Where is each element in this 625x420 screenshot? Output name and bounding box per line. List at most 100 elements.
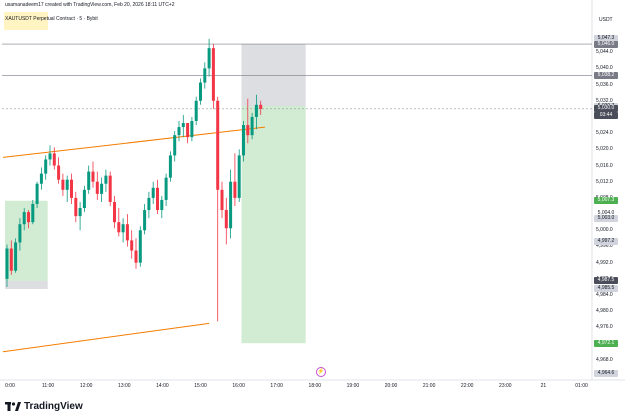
candle-body (18, 224, 22, 243)
candle-body (44, 159, 48, 174)
symbol-legend-box (4, 12, 48, 30)
candle-body (147, 197, 151, 211)
candle-body (237, 155, 241, 198)
time-tick-label: 17:00 (270, 383, 283, 389)
price-tag: 4,987.5 (594, 277, 618, 285)
time-tick-label: 21 (540, 383, 547, 389)
candle-body (138, 230, 142, 263)
candle-body (211, 48, 215, 101)
time-tick-label: 20:00 (384, 383, 398, 389)
candle-body (229, 181, 233, 229)
candle-body (173, 135, 177, 156)
price-tick-label: 5,000.0 (596, 227, 613, 234)
candle-body (199, 82, 202, 101)
candle-body (156, 187, 159, 211)
price-tag: 4,964.6 (594, 370, 618, 378)
candle-body (82, 189, 86, 209)
price-tag: 5,003.0 (594, 215, 618, 223)
long-position-loss-zone (5, 280, 48, 289)
candle-body (130, 240, 134, 251)
candle-body (168, 155, 172, 178)
candle-body (134, 250, 138, 263)
symbol-legend[interactable]: XAUTUSDT Perpetual Contract · 5 · Bybit (5, 16, 98, 22)
time-tick-label: 11:00 (42, 383, 55, 389)
position-stop-zone (241, 44, 306, 107)
candle-body (91, 171, 95, 182)
price-tag: 5,007.3 (594, 197, 618, 205)
candle-body (39, 173, 43, 184)
candle-body (121, 224, 125, 233)
candle-body (95, 181, 99, 194)
candle-body (224, 210, 228, 229)
axis-currency-label: USDT (599, 17, 613, 23)
price-tag: 5,038.2 (594, 72, 618, 80)
candle-body (246, 125, 250, 136)
candle-body (220, 189, 224, 211)
candle-body (5, 248, 9, 279)
time-tick-label: 15:00 (194, 383, 207, 389)
candle-body (57, 165, 61, 180)
candle-body (186, 123, 190, 138)
candle-body (242, 125, 245, 156)
candle-body (65, 179, 69, 190)
price-tick-label: 5,032.0 (596, 97, 613, 104)
lightning-event-icon[interactable]: ⚡ (316, 367, 326, 377)
time-tick-label: 22:00 (460, 383, 474, 389)
candle-body (181, 123, 185, 128)
candle-body (22, 212, 26, 225)
price-tick-label: 4,996.0 (596, 243, 613, 250)
candle-body (87, 171, 91, 190)
price-tick-label: 5,044.0 (596, 49, 613, 56)
candle-body (233, 181, 237, 198)
position-target-zone (241, 106, 306, 344)
candle-body (250, 116, 254, 136)
price-tick-label: 4,968.0 (596, 356, 613, 363)
price-tag: 5,047.3 (594, 35, 618, 43)
time-tick-label: 23:00 (499, 383, 512, 389)
candle-body (143, 210, 147, 231)
price-tick-label: 4,976.0 (596, 324, 613, 331)
price-tick-label: 5,024.0 (596, 130, 613, 137)
price-tag: 5,030.0 (594, 105, 618, 113)
time-tick-label: 19:00 (346, 383, 360, 389)
price-tick-label: 4,992.0 (596, 259, 613, 266)
candle-body (100, 183, 104, 194)
time-tick-label: 0:00 (5, 383, 15, 389)
candle-body (31, 203, 35, 223)
candle-body (194, 100, 198, 121)
candle-body (104, 175, 108, 184)
price-tick-label: 5,040.0 (596, 65, 613, 72)
candle-body (52, 153, 56, 166)
candle-body (177, 127, 181, 136)
candle-body (14, 242, 18, 271)
candle-body (117, 222, 121, 233)
candle-body (190, 121, 194, 138)
candle-body (125, 224, 129, 241)
candle-body (203, 68, 207, 83)
candle-body (48, 153, 52, 160)
candle-body (151, 187, 155, 198)
price-tag: 5,046.0 (594, 40, 618, 48)
candle-body (78, 208, 82, 217)
candle-body (9, 248, 13, 271)
price-tag: 4,985.5 (594, 285, 618, 293)
candle-body (27, 212, 30, 223)
time-tick-label: 16:00 (232, 383, 245, 389)
candle-body (70, 179, 73, 198)
candle-body (108, 175, 112, 202)
price-tick-label: 5,012.0 (596, 178, 613, 185)
publish-info: usamanadeem17 created with TradingView.c… (5, 2, 175, 8)
candle-body (216, 100, 220, 190)
trendline (2, 322, 210, 353)
candle-body (160, 199, 164, 211)
price-tag: 4,972.1 (594, 339, 618, 347)
tradingview-wordmark: TradingView (24, 401, 83, 412)
trendline (2, 126, 266, 158)
price-tag: 5,004.0 (594, 209, 618, 217)
price-tick-label: 5,016.0 (596, 162, 613, 169)
candle-body (207, 48, 211, 69)
tradingview-logo: TradingView (5, 401, 83, 412)
time-tick-label: 13:00 (118, 383, 131, 389)
time-tick-label: 14:00 (156, 383, 169, 389)
